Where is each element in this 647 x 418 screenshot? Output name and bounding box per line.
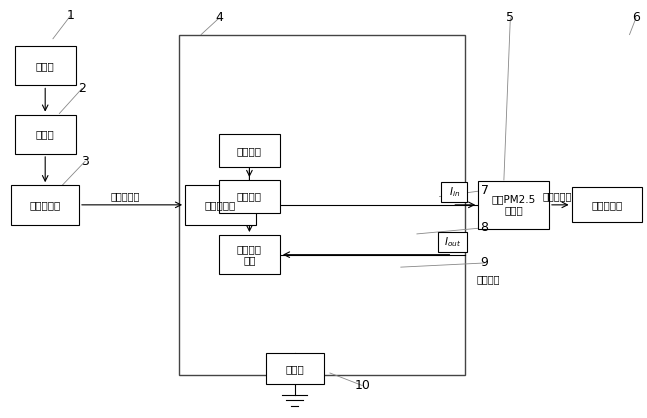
Bar [478, 181, 549, 229]
Bar [438, 232, 467, 252]
Bar [15, 115, 76, 154]
Text: 静电计: 静电计 [285, 364, 304, 374]
Text: 3: 3 [82, 155, 89, 168]
Text: $I_{in}$: $I_{in}$ [448, 186, 460, 199]
Text: 喷射喷部: 喷射喷部 [237, 191, 262, 201]
Text: 5: 5 [507, 12, 514, 25]
Bar [179, 35, 465, 375]
Text: 空气源: 空气源 [36, 61, 54, 71]
Text: 7: 7 [481, 184, 488, 197]
Bar [185, 185, 256, 224]
Text: 9: 9 [481, 257, 488, 270]
Bar [571, 187, 642, 222]
Text: $I_{out}$: $I_{out}$ [444, 235, 461, 249]
Bar [15, 46, 76, 85]
Text: 离子源模块: 离子源模块 [205, 200, 236, 210]
Bar [219, 134, 280, 168]
Text: 6: 6 [632, 12, 640, 25]
Text: 2: 2 [78, 82, 86, 95]
Text: 旋风PM2.5
切割器: 旋风PM2.5 切割器 [492, 194, 536, 216]
Text: 4: 4 [215, 12, 223, 25]
Text: 8: 8 [481, 221, 488, 234]
Bar [219, 180, 280, 213]
Text: 尾气排放管: 尾气排放管 [591, 200, 622, 210]
Bar [219, 235, 280, 274]
Text: 捕集电压
模块: 捕集电压 模块 [237, 244, 262, 265]
Text: 过滤干燥器: 过滤干燥器 [30, 200, 61, 210]
Text: 10: 10 [354, 379, 370, 392]
Text: 荷电区域: 荷电区域 [237, 146, 262, 156]
Bar [12, 185, 79, 224]
Bar [265, 353, 324, 385]
Text: 喷射泵: 喷射泵 [36, 129, 54, 139]
Text: 尾气排出: 尾气排出 [476, 275, 499, 285]
Bar [441, 182, 467, 202]
Text: 洁净的空气: 洁净的空气 [111, 191, 140, 201]
Text: 机动车尾气: 机动车尾气 [543, 191, 572, 201]
Text: 1: 1 [67, 10, 74, 23]
